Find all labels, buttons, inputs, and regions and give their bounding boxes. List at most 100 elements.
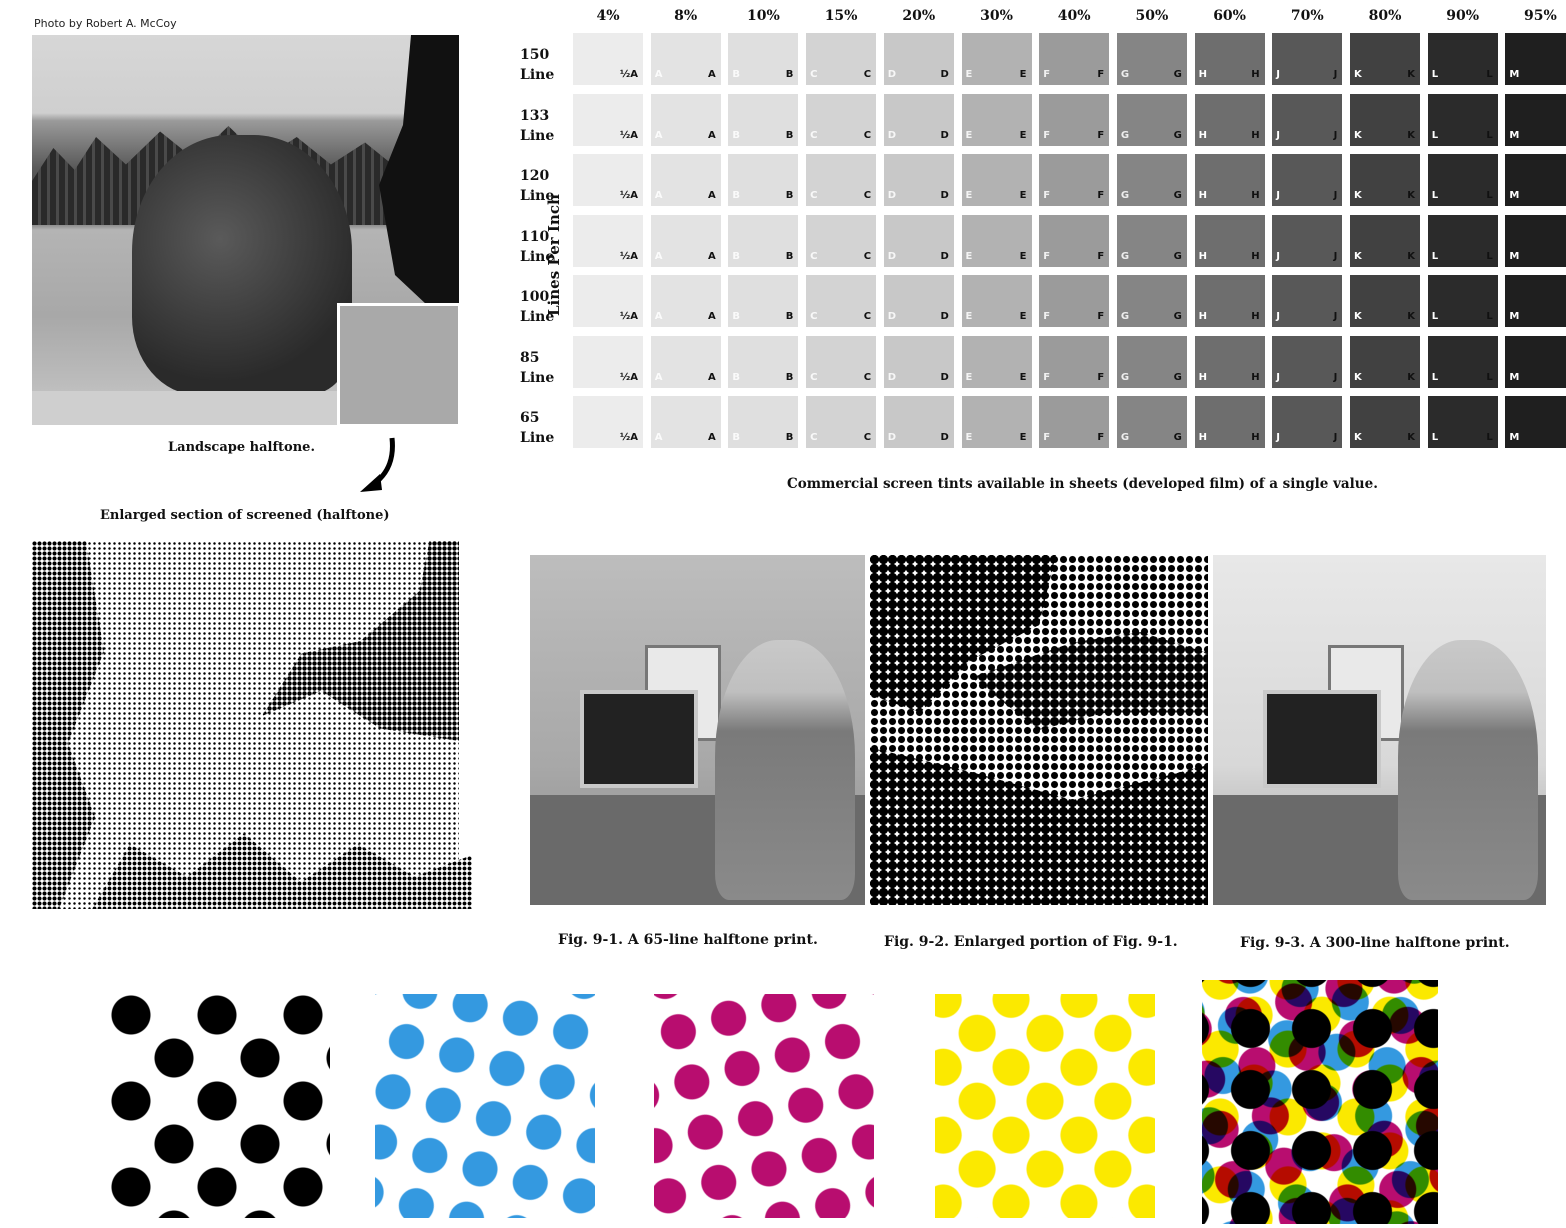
swatch-letter-left: A: [654, 129, 663, 141]
pine-tree: [379, 35, 459, 335]
swatch-letter-right: K: [1407, 311, 1415, 322]
swatch-letter-right: D: [940, 129, 949, 141]
swatch-letter-right: J: [1333, 432, 1338, 443]
swatch-letter-left: E: [965, 69, 973, 80]
tint-swatch: M: [1505, 396, 1566, 448]
ruling-number: 133: [520, 107, 550, 124]
swatch-letter-right: F: [1097, 371, 1105, 383]
enlarged-caption: Enlarged section of screened (halftone): [100, 508, 390, 523]
swatch-letter-left: H: [1198, 250, 1207, 262]
arrow-down-icon: [360, 437, 395, 492]
tint-swatch: ½A: [573, 396, 643, 448]
swatch-letter-left: G: [1120, 250, 1130, 262]
swatch-letter-left: H: [1198, 190, 1207, 201]
landscape-halftone-photo: [32, 35, 459, 425]
ruling-word: Line: [520, 67, 555, 83]
tint-swatch: M: [1505, 33, 1566, 85]
magenta-dot-screen: [654, 994, 874, 1218]
swatch-letter-right: J: [1333, 250, 1338, 262]
swatch-letter-left: C: [810, 190, 818, 201]
screen-ruling-label: 65 Line: [520, 408, 560, 448]
dark-dots-ground: [92, 833, 472, 909]
swatch-letter-right: E: [1019, 129, 1027, 141]
swatch-letter-right: C: [863, 432, 872, 443]
swatch-letter-left: L: [1431, 69, 1439, 80]
swatch-letter-left: D: [887, 129, 897, 141]
swatch-letter-left: A: [654, 371, 663, 383]
swatch-letter-right: K: [1407, 432, 1415, 443]
swatch-letter-right: ½A: [619, 190, 638, 201]
ruling-word: Line: [520, 430, 555, 446]
tint-percentage-label: 8%: [674, 8, 698, 24]
lines-per-inch-label: Lines Per Inch: [545, 194, 563, 316]
swatch-letter-right: K: [1407, 129, 1415, 141]
swatch-letter-right: E: [1019, 311, 1027, 322]
screen-ruling-label: 110 Line: [520, 227, 560, 267]
swatch-letter-left: J: [1276, 432, 1281, 443]
swatch-letter-left: M: [1509, 432, 1520, 443]
swatch-letter-right: F: [1097, 129, 1105, 141]
enlarged-area-outline: [337, 303, 459, 425]
swatch-letter-right: F: [1097, 190, 1105, 201]
swatch-letter-left: F: [1043, 190, 1051, 201]
swatch-letter-left: C: [810, 69, 818, 80]
swatch-letter-right: B: [785, 129, 794, 141]
swatch-letter-right: L: [1486, 432, 1493, 443]
swatch-letter-left: H: [1198, 311, 1207, 322]
swatch-letter-right: H: [1251, 69, 1260, 80]
swatch-letter-right: ½A: [619, 69, 638, 80]
swatch-letter-right: L: [1486, 69, 1493, 80]
swatch-letter-right: K: [1407, 69, 1415, 80]
ruling-number: 120: [520, 168, 550, 184]
tint-percentage-label: 70%: [1290, 8, 1324, 24]
swatch-letter-left: F: [1043, 371, 1051, 383]
woman-at-terminal: [1398, 640, 1538, 900]
cyan-dot-screen: [375, 994, 595, 1218]
swatch-letter-left: E: [965, 371, 973, 383]
screen-ruling-label: 85 Line: [520, 348, 560, 388]
swatch-letter-right: B: [785, 311, 794, 322]
tint-percentage-label: 90%: [1446, 8, 1480, 24]
swatch-letter-left: L: [1431, 190, 1439, 201]
swatch-letter-left: K: [1354, 371, 1362, 383]
swatch-letter-right: H: [1251, 250, 1260, 262]
swatch-letter-right: L: [1486, 250, 1493, 262]
swatch-letter-left: E: [965, 190, 973, 201]
swatch-letter-left: B: [732, 250, 741, 262]
swatch-letter-left: L: [1431, 371, 1439, 383]
swatch-letter-left: E: [965, 250, 973, 262]
tint-percentage-label: 20%: [902, 8, 936, 24]
swatch-letter-right: E: [1019, 69, 1027, 80]
swatch-letter-left: M: [1509, 371, 1520, 383]
tint-swatch: ½A: [573, 33, 643, 85]
swatch-letter-left: A: [654, 250, 663, 262]
swatch-letter-right: A: [707, 190, 716, 201]
